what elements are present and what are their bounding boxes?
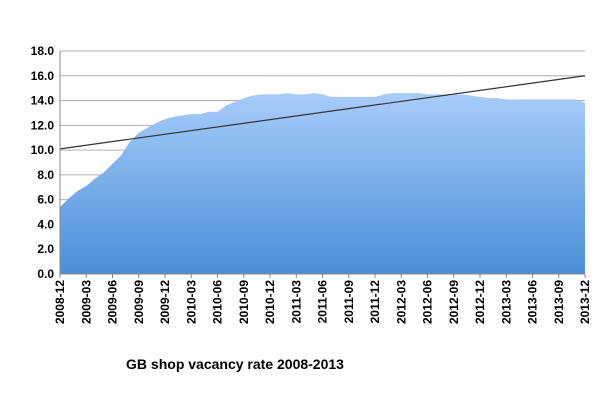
x-tick-label: 2012-09 (447, 280, 461, 324)
y-tick-label: 16.0 (31, 69, 55, 83)
chart-title: GB shop vacancy rate 2008-2013 (126, 356, 344, 372)
x-tick-label: 2012-06 (421, 280, 435, 324)
x-tick-label: 2011-03 (289, 280, 303, 324)
axes (59, 51, 586, 278)
y-tick-label: 8.0 (37, 168, 54, 182)
trendline (59, 75, 586, 150)
x-tick-label: 2012-03 (394, 280, 408, 324)
y-tick-label: 10.0 (31, 143, 55, 157)
x-tick-label: 2013-06 (526, 280, 540, 324)
y-tick-label: 18.0 (31, 44, 55, 58)
x-tick-label: 2009-09 (132, 280, 146, 324)
area-path (60, 93, 585, 275)
x-tick-label: 2011-06 (316, 280, 330, 324)
x-tick-label: 2009-03 (79, 280, 93, 324)
trendline-line (59, 75, 586, 150)
y-tick-label: 2.0 (37, 242, 54, 256)
x-tick-label: 2012-12 (473, 280, 487, 324)
y-tick-label: 12.0 (31, 118, 55, 132)
x-tick-label: 2011-12 (368, 280, 382, 324)
x-tick-label: 2011-09 (342, 280, 356, 324)
y-tick-label: 14.0 (31, 94, 55, 108)
x-tick-label: 2010-06 (211, 280, 225, 324)
x-tick-label: 2008-12 (53, 280, 67, 324)
y-tick-label: 4.0 (37, 217, 54, 231)
x-tick-label: 2009-12 (158, 280, 172, 324)
x-axis-tick-labels: 2008-12 2009-03 2009-06 2009-09 2009-12 2010-… (53, 280, 592, 324)
x-tick-label: 2013-03 (499, 280, 513, 324)
x-tick-label: 2010-09 (237, 280, 251, 324)
x-tick-label: 2010-03 (184, 280, 198, 324)
x-tick-label: 2009-06 (106, 280, 120, 324)
area-series (60, 93, 585, 275)
y-tick-label: 6.0 (37, 193, 54, 207)
y-axis-tick-labels: 0.0 2.0 4.0 6.0 8.0 10.0 12.0 14.0 16.0 18.0 (31, 44, 55, 281)
x-tick-label: 2013-09 (552, 280, 566, 324)
y-tick-label: 0.0 (37, 267, 54, 281)
x-tick-label: 2010-12 (263, 280, 277, 324)
x-tick-label: 2013-12 (578, 280, 592, 324)
